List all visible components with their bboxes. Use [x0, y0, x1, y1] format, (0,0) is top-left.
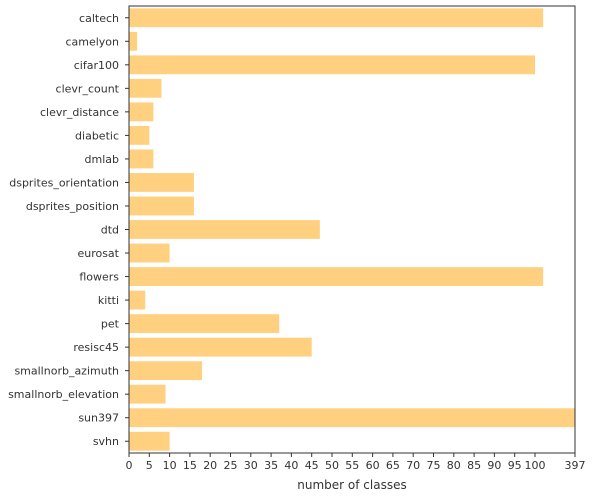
y-tick-label: clevr_count: [56, 82, 120, 95]
y-tick-label: cifar100: [74, 59, 119, 72]
x-tick-label: 95: [508, 459, 522, 472]
y-tick-label: dsprites_orientation: [9, 176, 119, 189]
y-tick-label: flowers: [79, 271, 119, 284]
y-tick-label: resisc45: [73, 341, 119, 354]
bar-resisc45: [129, 337, 312, 357]
bar-clevr_distance: [129, 102, 154, 122]
x-tick-label: 10: [163, 459, 177, 472]
x-tick-label: 55: [345, 459, 359, 472]
x-tick-label: 85: [467, 459, 481, 472]
x-tick-label: 45: [305, 459, 319, 472]
y-tick-label: smallnorb_elevation: [8, 388, 119, 401]
x-tick-label: 25: [224, 459, 238, 472]
x-tick-label: 35: [264, 459, 278, 472]
y-tick-label: pet: [101, 318, 120, 331]
y-tick-label: smallnorb_azimuth: [14, 365, 119, 378]
bar-svhn: [129, 431, 170, 451]
bar-caltech: [129, 8, 544, 28]
bar-dsprites_position: [129, 196, 194, 216]
y-tick-label: eurosat: [77, 247, 119, 260]
y-tick-label: svhn: [93, 435, 119, 448]
bar-dsprites_orientation: [129, 173, 194, 192]
bar-kitti: [129, 290, 146, 310]
x-tick-label: 60: [366, 459, 380, 472]
x-tick-label: 40: [284, 459, 298, 472]
y-axis: caltech camelyon cifar100 clevr_count clevr_…: [8, 12, 129, 448]
bar-smallnorb_elevation: [129, 384, 166, 404]
y-tick-label: dsprites_position: [26, 200, 119, 213]
bar-pet: [129, 314, 280, 334]
bar-smallnorb_azimuth: [129, 361, 203, 381]
x-tick-label: 30: [244, 459, 258, 472]
bar-diabetic: [129, 125, 150, 145]
y-tick-label: caltech: [79, 12, 119, 25]
x-tick-label: 20: [203, 459, 217, 472]
x-tick-label: 100: [525, 459, 546, 472]
bar-clevr_count: [129, 78, 162, 98]
bar-eurosat: [129, 243, 170, 263]
bar-sun397: [129, 408, 575, 428]
x-tick-label: 397: [565, 459, 586, 472]
x-tick-label: 5: [146, 459, 153, 472]
x-tick-label: 70: [406, 459, 420, 472]
bar-cifar100: [129, 55, 535, 75]
x-tick-label: 0: [126, 459, 133, 472]
y-tick-label: clevr_distance: [40, 106, 119, 119]
bars-group: [129, 8, 575, 451]
x-tick-label: 65: [386, 459, 400, 472]
bar-dmlab: [129, 149, 154, 169]
y-tick-label: kitti: [98, 294, 119, 307]
x-tick-label: 50: [325, 459, 339, 472]
x-tick-label: 90: [487, 459, 501, 472]
y-tick-label: sun397: [78, 412, 119, 425]
x-axis: 0 5 10 15 20 25 30 35 40 45 50 55 60 65 70 75 80 85 90 95 10…: [126, 453, 586, 472]
x-axis-title: number of classes: [297, 478, 406, 492]
x-tick-label: 75: [427, 459, 441, 472]
y-tick-label: diabetic: [75, 129, 119, 142]
x-tick-label: 15: [183, 459, 197, 472]
bar-camelyon: [129, 31, 138, 51]
y-tick-label: dmlab: [85, 153, 119, 166]
y-tick-label: camelyon: [65, 35, 119, 48]
bar-flowers: [129, 267, 544, 286]
bar-dtd: [129, 220, 320, 239]
x-tick-label: 80: [447, 459, 461, 472]
y-tick-label: dtd: [101, 224, 119, 237]
